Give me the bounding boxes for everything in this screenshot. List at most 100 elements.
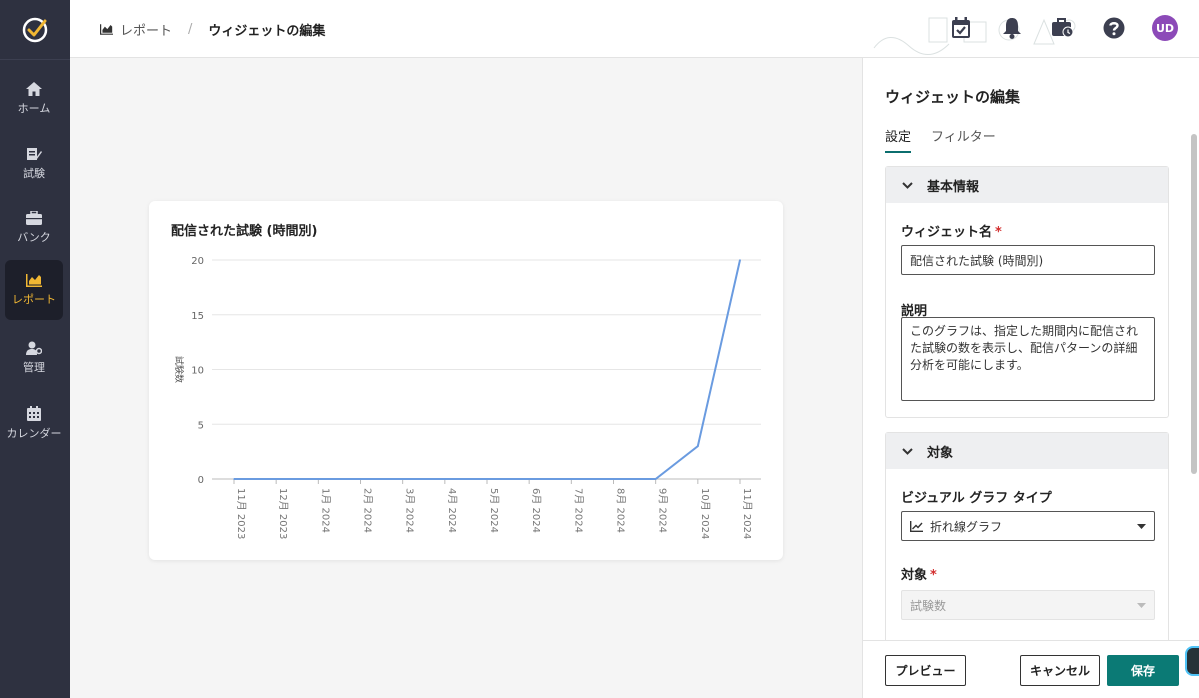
floating-assistant-button[interactable] [1185,646,1199,676]
sidebar-item-label: 試験 [23,167,45,180]
help-icon [1103,17,1125,39]
chart-type-select[interactable]: 折れ線グラフ [901,511,1155,541]
data-point [654,478,657,480]
x-tick-label: 4月 2024 [446,488,458,533]
target-select: 試験数 [901,590,1155,620]
header-icon-group: UD [924,14,1179,42]
description-textarea[interactable]: このグラフは、指定した期間内に配信された試験の数を表示し、配信パターンの詳細分析… [901,317,1155,401]
calendar-check-icon [952,17,970,38]
panel-scrollbar[interactable] [1191,134,1197,474]
sidebar-item-label: ホーム [17,102,51,115]
edit-widget-panel: ウィジェットの編集 設定 フィルター 基本情報 ウィジェット名 * 配信された試験… [862,58,1199,698]
app-logo[interactable] [0,0,70,60]
cancel-button[interactable]: キャンセル [1020,655,1100,686]
line-chart-icon [910,520,923,532]
data-point [739,259,741,261]
breadcrumb-report-link[interactable]: レポート [100,20,172,39]
y-tick-label: 15 [191,311,204,322]
x-tick-label: 3月 2024 [404,488,416,533]
tab-settings[interactable]: 設定 [885,126,912,153]
save-button[interactable]: 保存 [1107,655,1179,686]
x-tick-label: 2月 2024 [362,488,374,533]
admin-icon [26,341,42,355]
target-value: 試験数 [910,598,947,613]
y-tick-label: 20 [191,256,204,267]
widget-preview-card: 配信された試験 (時間別) 0 5 10 15 20 試験数 11月 2023 12月 202… [149,201,783,560]
caret-down-icon [1137,602,1146,608]
target-label: 対象 * [901,568,937,583]
panel-footer: プレビュー キャンセル 保存 [863,640,1199,698]
bell-icon [1003,18,1021,39]
basic-info-header[interactable]: 基本情報 [886,167,1168,203]
jobs-button[interactable] [1049,14,1077,42]
line-chart: 0 5 10 15 20 試験数 11月 2023 12月 2023 1月 2024 2月 202… [173,256,761,539]
sidebar-item-report[interactable]: レポート [5,260,63,320]
x-tick-label: 11月 2024 [741,488,753,539]
exam-icon [27,148,42,160]
report-icon [100,24,113,35]
basic-info-section: 基本情報 ウィジェット名 * 配信された試験 (時間別) 説明 このグラフは、指定… [885,166,1169,418]
data-point [697,445,699,447]
tab-filters[interactable]: フィルター [931,130,996,145]
help-button[interactable] [1100,14,1128,42]
y-tick-label: 5 [198,420,204,431]
x-tick-label: 1月 2024 [319,488,331,533]
breadcrumb-separator: / [188,22,193,37]
data-point [528,478,530,480]
x-tick-label: 5月 2024 [488,488,500,533]
section-title: 基本情報 [927,179,980,195]
data-point [233,478,235,480]
target-header[interactable]: 対象 [886,433,1168,469]
sidebar-item-label: レポート [12,292,56,306]
section-title: 対象 [927,445,954,461]
chevron-down-icon [902,181,913,189]
user-menu-button[interactable]: UD [1151,14,1179,42]
breadcrumb: レポート / ウィジェットの編集 [100,20,325,39]
data-point [275,478,277,480]
x-tick-label: 12月 2023 [277,488,289,539]
sidebar-item-label: カレンダー [6,426,62,440]
data-point [359,478,362,480]
report-icon [26,273,42,287]
bank-icon [26,211,42,225]
preview-button[interactable]: プレビュー [885,655,966,686]
data-point [444,478,446,480]
x-tick-label: 11月 2023 [235,488,247,539]
home-icon [26,82,42,96]
sidebar-item-calendar[interactable]: カレンダー [5,393,63,453]
sidebar-item-exam[interactable]: 試験 [5,134,63,194]
notifications-button[interactable] [998,14,1026,42]
breadcrumb-parent: レポート [120,24,173,39]
sidebar-item-label: バンク [17,231,51,244]
y-tick-label: 0 [198,475,204,486]
widget-name-input[interactable]: 配信された試験 (時間別) [901,245,1155,275]
avatar: UD [1152,15,1178,41]
y-axis-label: 試験数 [173,356,185,383]
sidebar-item-bank[interactable]: バンク [5,198,63,258]
data-point [612,478,615,480]
calendar-check-button[interactable] [947,14,975,42]
target-section: 対象 ビジュアル グラフ タイプ 折れ線グラフ 対象 * 試験数 [885,432,1169,652]
data-point [570,478,573,480]
caret-down-icon [1137,523,1146,529]
briefcase-clock-icon [1052,18,1074,38]
chart-type-value: 折れ線グラフ [930,519,1003,534]
x-tick-label: 6月 2024 [530,488,542,533]
x-tick-label: 9月 2024 [657,488,669,533]
chart-type-label: ビジュアル グラフ タイプ [901,491,1052,506]
sidebar-item-label: 管理 [23,361,45,374]
widget-name-label: ウィジェット名 * [901,225,1002,240]
chevron-down-icon [902,447,913,455]
data-point [401,478,404,480]
panel-title: ウィジェットの編集 [885,88,1021,106]
description-label: 説明 [901,304,928,319]
chart-title: 配信された試験 (時間別) [171,224,318,239]
top-header: レポート / ウィジェットの編集 UD [70,0,1199,58]
x-tick-label: 8月 2024 [615,488,627,533]
sidebar-item-admin[interactable]: 管理 [5,328,63,388]
calendar-icon [27,405,41,421]
x-tick-label: 7月 2024 [572,488,584,533]
sidebar: ホーム 試験 バンク レポート 管理 カレンダー [0,0,70,698]
data-point [486,478,488,480]
sidebar-item-home[interactable]: ホーム [5,69,63,129]
